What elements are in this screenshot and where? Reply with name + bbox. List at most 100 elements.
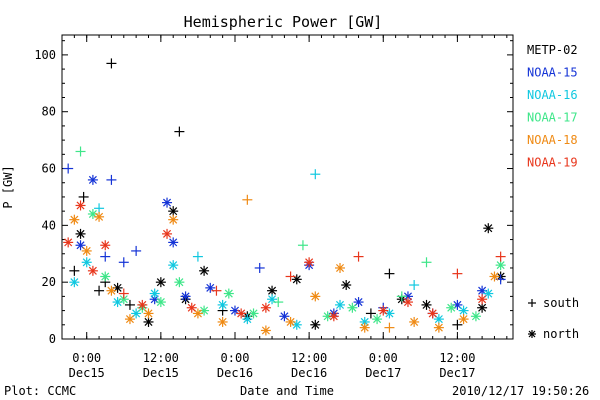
north-point: [143, 316, 154, 327]
legend-entry: METP-02: [527, 43, 578, 57]
plot-area: [61, 34, 514, 340]
y-axis-ticks: 0 20 40 60 80 100: [34, 40, 513, 346]
north-point: [217, 299, 228, 310]
north-point: [260, 325, 271, 336]
x-tick-time: 0:00: [369, 351, 398, 365]
legend-entry: NOAA-19: [527, 156, 578, 170]
north-point: [137, 299, 148, 310]
south-point: [75, 146, 86, 157]
north-point: [223, 288, 234, 299]
south-point: [100, 251, 111, 262]
north-point: [155, 277, 166, 288]
legend: METP-02 NOAA-15 NOAA-16 NOAA-17 NOAA-18 NOAA-…: [527, 43, 578, 170]
north-point: [427, 308, 438, 319]
south-point: [78, 191, 89, 202]
north-point: [433, 322, 444, 333]
north-point: [347, 302, 358, 313]
north-point: [267, 285, 278, 296]
north-point: [87, 174, 98, 185]
north-point: [81, 245, 92, 256]
north-point: [409, 316, 420, 327]
x-tick-date: Dec17: [439, 366, 475, 380]
x-axis-ticks: 0:00Dec1512:00Dec150:00Dec1612:00Dec160:…: [61, 35, 508, 380]
south-point: [495, 251, 506, 262]
north-point: [372, 314, 383, 325]
north-point: [106, 285, 117, 296]
north-point: [75, 200, 86, 211]
north-point: [335, 299, 346, 310]
south-point: [118, 288, 129, 299]
north-point: [335, 262, 346, 273]
north-point: [69, 214, 80, 225]
north-point: [495, 260, 506, 271]
north-point: [168, 206, 179, 217]
legend-entry: NOAA-18: [527, 133, 578, 147]
south-point: [384, 322, 395, 333]
north-point: [168, 260, 179, 271]
asterisk-marker-icon: [528, 330, 536, 338]
legend-entry: NOAA-15: [527, 66, 578, 80]
y-tick-label: 40: [42, 218, 56, 232]
x-tick-time: 0:00: [72, 351, 101, 365]
north-point: [489, 271, 500, 282]
y-tick-label: 100: [34, 48, 56, 62]
north-point: [205, 282, 216, 293]
chart-title: Hemispheric Power [GW]: [184, 13, 383, 31]
north-point: [341, 280, 352, 291]
x-tick-time: 12:00: [439, 351, 475, 365]
north-point: [63, 237, 74, 248]
south-point: [297, 240, 308, 251]
north-point: [186, 302, 197, 313]
north-point: [291, 274, 302, 285]
north-point: [180, 291, 191, 302]
x-axis-label: Date and Time: [240, 384, 334, 398]
y-tick-label: 60: [42, 162, 56, 176]
south-point: [174, 126, 185, 137]
north-point: [236, 308, 247, 319]
south-point: [69, 265, 80, 276]
south-point: [106, 58, 117, 69]
north-point: [310, 319, 321, 330]
north-point: [304, 257, 315, 268]
y-tick-label: 20: [42, 275, 56, 289]
north-point: [100, 240, 111, 251]
north-point: [402, 297, 413, 308]
marker-legend-label: north: [543, 327, 579, 341]
south-point: [396, 291, 407, 302]
north-point: [477, 294, 488, 305]
x-tick-date: Dec15: [69, 366, 105, 380]
north-point: [75, 228, 86, 239]
south-point: [124, 299, 135, 310]
north-point: [470, 311, 481, 322]
south-point: [254, 262, 265, 273]
footer-source: Plot: CCMC: [4, 384, 76, 398]
south-point: [118, 257, 129, 268]
x-tick-date: Dec15: [143, 366, 179, 380]
north-point: [87, 265, 98, 276]
north-point: [69, 277, 80, 288]
north-point: [421, 299, 432, 310]
north-point: [285, 316, 296, 327]
footer-timestamp: 2010/12/17 19:50:26: [452, 384, 589, 398]
north-point: [149, 288, 160, 299]
north-point: [483, 223, 494, 234]
marker-legend-label: south: [543, 296, 579, 310]
south-point: [63, 163, 74, 174]
y-tick-label: 80: [42, 105, 56, 119]
north-point: [199, 265, 210, 276]
north-point: [168, 237, 179, 248]
north-point: [267, 294, 278, 305]
north-point: [458, 305, 469, 316]
x-tick-time: 12:00: [143, 351, 179, 365]
south-point: [242, 194, 253, 205]
south-point: [310, 169, 321, 180]
north-point: [100, 271, 111, 282]
x-tick-time: 12:00: [291, 351, 327, 365]
north-point: [94, 211, 105, 222]
x-tick-date: Dec17: [365, 366, 401, 380]
south-point: [131, 245, 142, 256]
south-point: [452, 268, 463, 279]
south-point: [285, 271, 296, 282]
data-points: [63, 58, 506, 336]
south-point: [353, 251, 364, 262]
